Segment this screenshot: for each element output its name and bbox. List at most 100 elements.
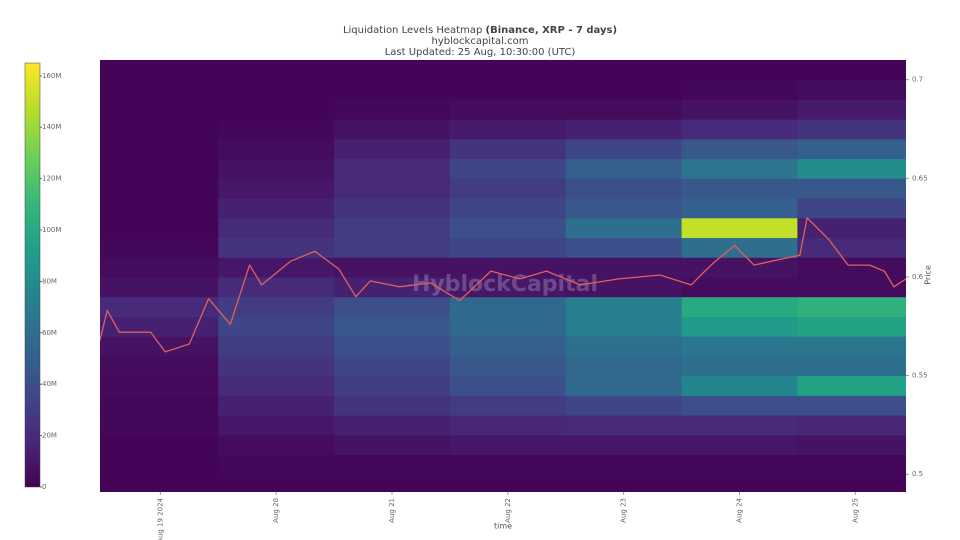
heat-cell — [681, 178, 798, 199]
heat-cell — [449, 415, 567, 436]
heat-cell — [100, 454, 219, 475]
heat-cell — [797, 79, 906, 100]
y-tick-label: 0.7 — [912, 76, 923, 84]
heat-cell — [565, 158, 683, 179]
heat-cell — [218, 158, 335, 179]
heat-cell — [218, 454, 335, 475]
heat-cell — [797, 415, 906, 436]
heat-cell — [100, 158, 219, 179]
heat-cell — [797, 138, 906, 160]
heat-cell — [334, 434, 451, 456]
heat-cell — [334, 375, 451, 396]
heat-cell — [334, 178, 451, 199]
heat-cell — [449, 99, 567, 120]
heat-cell — [565, 375, 683, 396]
heat-cell — [449, 454, 567, 475]
heat-cell — [218, 375, 335, 396]
heat-cell — [565, 138, 683, 160]
heat-cell — [100, 198, 219, 219]
colorbar-tick-label: 80M — [42, 277, 57, 285]
heat-cell — [449, 375, 567, 396]
heat-cell — [565, 296, 683, 317]
heat-cell — [449, 119, 567, 140]
chart-title: Liquidation Levels Heatmap (Binance, XRP… — [343, 25, 617, 36]
heat-cell — [565, 454, 683, 475]
heat-cell — [681, 237, 798, 258]
heat-cell — [681, 257, 798, 278]
heat-cell — [797, 257, 906, 278]
heat-cell — [565, 355, 683, 377]
y-tick-label: 0.55 — [912, 372, 928, 380]
heat-cell — [218, 237, 335, 258]
heat-cell — [565, 257, 683, 278]
heat-cell — [797, 454, 906, 475]
y-tick-label: 0.5 — [912, 470, 923, 478]
colorbar-tick-label: 40M — [42, 380, 57, 388]
x-tick-label: Aug 25 — [851, 498, 859, 523]
colorbar — [24, 62, 41, 488]
heat-cell — [681, 59, 798, 81]
heat-cell — [334, 474, 451, 492]
heatmap — [100, 59, 906, 492]
heat-cell — [334, 138, 451, 160]
heat-cell — [100, 375, 219, 396]
x-tick-label: Aug 21 — [388, 498, 396, 523]
heat-cell — [334, 237, 451, 258]
heat-cell — [100, 474, 219, 492]
heat-cell — [565, 316, 683, 337]
heat-cell — [797, 474, 906, 492]
heat-cell — [797, 336, 906, 357]
heat-cell — [797, 434, 906, 456]
heat-cell — [681, 454, 798, 475]
heat-cell — [797, 178, 906, 199]
heat-cell — [218, 178, 335, 199]
heat-cell — [218, 59, 335, 81]
heat-cell — [797, 296, 906, 317]
heat-cell — [100, 138, 219, 160]
heat-cell — [449, 316, 567, 337]
heat-cell — [218, 434, 335, 456]
heat-cell — [449, 257, 567, 278]
heat-cell — [334, 276, 451, 298]
heat-cell — [449, 296, 567, 317]
heat-cell — [334, 336, 451, 357]
heat-cell — [334, 395, 451, 416]
heat-cell — [334, 198, 451, 219]
heat-cell — [797, 198, 906, 219]
heat-cell — [218, 316, 335, 337]
heat-cell — [681, 375, 798, 396]
heat-cell — [100, 276, 219, 298]
heat-cell — [797, 237, 906, 258]
heat-cell — [681, 138, 798, 160]
heat-cell — [797, 316, 906, 337]
x-tick-label: Aug 22 — [504, 498, 512, 523]
heat-cell — [565, 198, 683, 219]
heat-cell — [449, 178, 567, 199]
colorbar-tick-label: 60M — [42, 329, 57, 337]
colorbar-tick-label: 120M — [42, 175, 61, 183]
x-tick-label: Aug 19 2024 — [156, 497, 164, 540]
heat-cell — [565, 395, 683, 416]
heat-cell — [681, 276, 798, 298]
subtitle: hyblockcapital.com — [432, 36, 529, 47]
heat-cell — [218, 119, 335, 140]
heat-cell — [449, 237, 567, 258]
heat-cell — [681, 158, 798, 179]
heat-cell — [681, 415, 798, 436]
colorbar-tick-label: 140M — [42, 123, 61, 131]
heat-cell — [565, 119, 683, 140]
heat-cell — [449, 158, 567, 179]
x-tick-label: Aug 23 — [620, 498, 628, 523]
heat-cell — [449, 355, 567, 377]
heat-cell — [797, 59, 906, 81]
heat-cell — [797, 276, 906, 298]
heat-cell — [334, 217, 451, 239]
title-bold: (Binance, XRP - 7 days) — [486, 25, 618, 36]
heat-cell — [565, 434, 683, 456]
heat-cell — [218, 296, 335, 317]
price-line — [100, 217, 906, 353]
heat-cell — [681, 99, 798, 120]
heat-cell — [681, 434, 798, 456]
heat-cell — [449, 79, 567, 100]
heat-cell — [100, 296, 219, 317]
